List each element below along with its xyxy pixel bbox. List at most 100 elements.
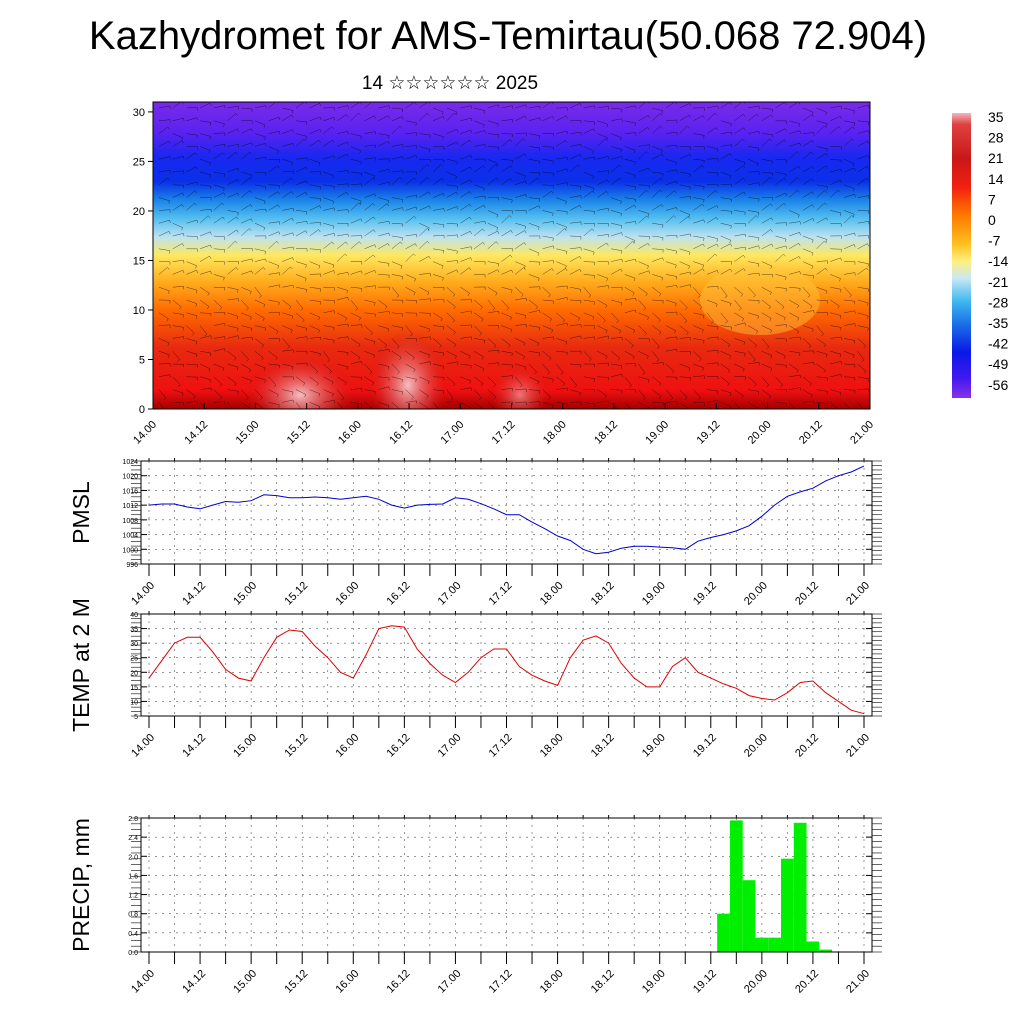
- wind-barb-flag: [483, 205, 486, 209]
- wind-barb-flag: [524, 366, 527, 370]
- wind-barb: [350, 197, 362, 202]
- wind-barb-flag: [632, 240, 635, 244]
- wind-barb: [830, 257, 841, 262]
- wind-barb: [460, 129, 471, 134]
- wind-barb: [282, 246, 294, 250]
- wind-barb: [665, 274, 677, 277]
- wind-barb: [419, 376, 430, 382]
- wind-barb-flag: [716, 148, 718, 152]
- wind-barb: [254, 258, 266, 262]
- wind-barb: [528, 133, 540, 136]
- wind-barb: [405, 325, 413, 335]
- wind-barb-flag: [304, 278, 307, 282]
- wind-barb: [747, 338, 757, 346]
- wind-barb-flag: [647, 316, 649, 320]
- wind-barb: [364, 312, 376, 315]
- wind-barb-flag: [715, 303, 718, 307]
- y-tick-label: 15: [130, 685, 138, 692]
- wind-barb: [789, 374, 801, 378]
- wind-barb-flag: [264, 186, 266, 190]
- wind-barb-flag: [702, 115, 705, 119]
- wind-barb-flag: [752, 359, 756, 362]
- wind-barb-flag: [401, 116, 404, 120]
- wind-barb: [857, 325, 869, 329]
- wind-barb: [474, 107, 485, 111]
- wind-barb-flag: [384, 345, 388, 348]
- wind-barb: [446, 376, 456, 385]
- wind-barb: [693, 338, 705, 341]
- wind-barb: [227, 216, 237, 224]
- wind-barb: [761, 338, 770, 347]
- wind-barb: [638, 325, 647, 334]
- wind-barb-flag: [258, 295, 262, 298]
- wind-barb-flag: [469, 204, 472, 207]
- wind-barb-flag: [497, 230, 500, 234]
- wind-barb-flag: [648, 379, 650, 383]
- wind-barb-flag: [743, 255, 746, 258]
- wind-barb: [487, 269, 498, 275]
- wind-barb-flag: [415, 206, 418, 210]
- wind-barb: [816, 338, 826, 345]
- x-tick-label: 20.12: [793, 580, 821, 608]
- wind-barb: [405, 216, 415, 224]
- panel-frame: [140, 460, 873, 565]
- wind-barb: [446, 338, 457, 345]
- wind-barb-flag: [305, 264, 307, 268]
- y-tick-label: 1012: [122, 503, 138, 510]
- wind-barb-flag: [347, 233, 349, 237]
- wind-barb: [652, 189, 661, 198]
- wind-barb-flag: [671, 371, 675, 374]
- wind-barb: [556, 182, 568, 186]
- wind-barb: [706, 299, 718, 305]
- wind-barb-flag: [427, 292, 430, 296]
- x-tick-label: 14.12: [180, 968, 208, 996]
- colorbar-label: -28: [988, 294, 1008, 310]
- x-tick-label: 15.12: [282, 580, 310, 608]
- wind-barb: [268, 272, 280, 275]
- wind-barb: [350, 270, 362, 275]
- wind-barb: [556, 168, 567, 173]
- wind-barb-flag: [579, 256, 582, 260]
- wind-barb: [652, 171, 664, 174]
- wind-barb: [693, 363, 704, 369]
- wind-barb: [652, 248, 664, 250]
- wind-barb: [501, 363, 513, 366]
- wind-barb-flag: [223, 277, 225, 281]
- wind-barb-flag: [824, 240, 827, 244]
- wind-barb: [186, 325, 195, 334]
- wind-barb-flag: [442, 136, 444, 140]
- x-tick-label: 20.00: [742, 968, 770, 996]
- wind-barb: [227, 144, 239, 147]
- wind-barb-flag: [758, 182, 760, 186]
- wind-barb: [336, 241, 346, 249]
- wind-barb: [638, 261, 649, 267]
- wind-barb: [405, 177, 415, 185]
- wind-barb-flag: [181, 227, 183, 231]
- wind-barb: [693, 268, 703, 275]
- wind-barb: [282, 217, 293, 224]
- wind-barb-flag: [292, 143, 294, 147]
- wind-barb: [172, 286, 184, 288]
- wind-barb-flag: [428, 149, 431, 153]
- wind-barb-flag: [632, 292, 635, 296]
- wind-barb: [569, 132, 581, 134]
- wind-barb-flag: [484, 221, 486, 225]
- wind-barb-flag: [427, 177, 430, 180]
- wind-barb-flag: [219, 397, 222, 400]
- wind-barb-flag: [427, 228, 430, 231]
- x-tick-label: 16.12: [385, 732, 413, 760]
- wind-barb-flag: [385, 306, 388, 310]
- wind-barb: [556, 402, 568, 405]
- wind-barb-flag: [441, 265, 444, 269]
- wind-barb: [350, 324, 362, 326]
- wind-barb: [364, 131, 376, 134]
- wind-barb-flag: [318, 330, 320, 334]
- wind-barb: [487, 286, 498, 294]
- wind-barb: [268, 299, 280, 303]
- wind-barb-flag: [607, 156, 610, 160]
- wind-barb-flag: [756, 407, 758, 409]
- wind-barb: [693, 235, 705, 239]
- wind-barb-flag: [416, 194, 418, 198]
- wind-barb-flag: [839, 179, 842, 183]
- y-axis-label: TEMP at 2 M: [68, 598, 94, 732]
